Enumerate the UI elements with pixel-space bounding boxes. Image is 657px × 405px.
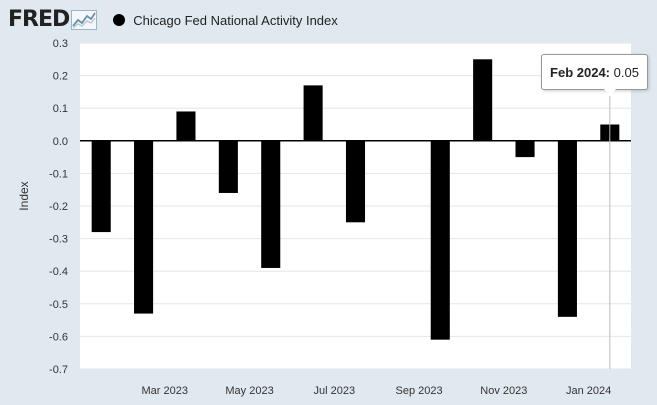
bar[interactable] [261,140,281,268]
bar[interactable] [345,140,366,223]
bar[interactable] [430,140,450,340]
bar[interactable] [176,111,196,141]
y-tick-label: -0.3 [49,234,68,246]
y-tick-label: 0.2 [53,71,68,83]
data-tooltip: Feb 2024: 0.05 [541,54,648,90]
y-tick-label: -0.6 [49,331,68,343]
bar[interactable] [134,140,154,314]
bar[interactable] [557,140,577,317]
bar[interactable] [515,140,535,158]
tooltip-pointer [604,89,616,96]
x-axis-ticks: Mar 2023 May 2023 Jul 2023 Sep 2023 Nov 2023… [142,385,612,397]
y-axis-label: Index [17,181,31,210]
x-tick-label: May 2023 [225,385,273,397]
y-tick-label: 0.1 [53,103,68,115]
y-tick-label: 0.3 [53,38,68,50]
y-axis-ticks: 0.3 0.2 0.1 0.0 -0.1 -0.2 -0.3 -0.4 -0.5 -0.6 -0.7 [49,38,68,376]
x-tick-label: Jan 2024 [566,385,611,397]
bar[interactable] [218,140,238,193]
y-tick-label: 0.0 [53,136,68,148]
line-graph-icon [71,10,98,30]
y-tick-label: -0.4 [49,266,68,278]
fred-logo[interactable]: FRED [8,7,70,32]
y-tick-label: -0.1 [49,168,68,180]
legend-label: Chicago Fed National Activity Index [133,12,338,28]
legend-marker [113,14,126,26]
legend[interactable]: Chicago Fed National Activity Index [113,13,338,28]
bar[interactable] [91,140,111,233]
bar[interactable] [473,59,493,141]
tooltip-value: 0.05 [613,64,639,80]
x-tick-label: Nov 2023 [480,385,527,397]
y-tick-label: -0.2 [49,201,68,213]
bar[interactable] [303,85,323,141]
x-tick-label: Mar 2023 [142,385,188,397]
y-tick-label: -0.7 [49,364,68,376]
tooltip-date: Feb 2024: [550,64,611,80]
x-tick-label: Sep 2023 [396,385,443,397]
y-tick-label: -0.5 [49,299,68,311]
x-tick-label: Jul 2023 [314,385,356,397]
chart-header: FRED Chicago Fed National Activity Index [8,6,338,34]
bars [91,59,620,340]
